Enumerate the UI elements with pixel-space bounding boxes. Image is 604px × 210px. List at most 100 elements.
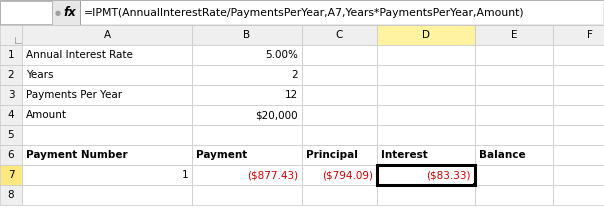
Bar [302,165,377,185]
Bar [192,25,302,45]
Bar [302,125,377,145]
Bar [192,105,302,125]
Bar [302,25,377,45]
Bar [553,165,604,185]
Bar [377,65,475,85]
Text: Payment Number: Payment Number [26,150,127,160]
Bar [475,85,553,105]
Bar [0,165,22,185]
Bar [0,105,22,125]
Text: ●: ● [55,9,61,16]
Text: 5: 5 [8,130,14,140]
Bar [0,145,22,165]
Text: 2: 2 [291,70,298,80]
Bar [377,25,475,45]
Bar [473,183,477,187]
Bar [377,85,475,105]
Bar [553,45,604,65]
Text: F: F [586,30,593,40]
Text: 6: 6 [8,150,14,160]
Bar [553,25,604,45]
Bar [553,125,604,145]
Text: fx: fx [63,6,76,19]
Text: Years: Years [26,70,54,80]
Bar [553,85,604,105]
Bar [553,145,604,165]
Bar [80,1,603,24]
Text: 7: 7 [8,170,14,180]
Text: 5.00%: 5.00% [265,50,298,60]
Bar [302,45,377,65]
Bar [377,45,475,65]
Bar [475,45,553,65]
Bar [0,45,22,65]
Bar [22,65,192,85]
Bar [377,145,475,165]
Bar [377,125,475,145]
Bar [475,65,553,85]
Bar [22,145,192,165]
Bar [0,25,22,45]
Text: B: B [243,30,251,40]
Bar [22,85,192,105]
Text: 1: 1 [8,50,14,60]
Bar [0,65,22,85]
Bar [475,165,553,185]
Bar [475,125,553,145]
Text: A: A [103,30,111,40]
Bar [377,165,475,185]
Text: 2: 2 [8,70,14,80]
Bar [22,185,192,205]
Text: ($877.43): ($877.43) [247,170,298,180]
Text: ($83.33): ($83.33) [426,170,471,180]
Bar [192,85,302,105]
Bar [302,145,377,165]
Bar [377,105,475,125]
Bar [475,185,553,205]
Text: D: D [422,30,430,40]
Bar [302,65,377,85]
Text: 8: 8 [8,190,14,200]
Bar [475,145,553,165]
Text: ($794.09): ($794.09) [322,170,373,180]
Text: 4: 4 [8,110,14,120]
Bar [553,65,604,85]
Bar [475,25,553,45]
Bar [553,185,604,205]
Bar [22,105,192,125]
Text: 1: 1 [181,170,188,180]
Text: $20,000: $20,000 [255,110,298,120]
Text: Principal: Principal [306,150,358,160]
Text: 12: 12 [284,90,298,100]
Bar [22,125,192,145]
Text: Interest: Interest [381,150,428,160]
Bar [302,185,377,205]
Bar [192,145,302,165]
Text: Annual Interest Rate: Annual Interest Rate [26,50,133,60]
Bar [22,45,192,65]
Text: Amount: Amount [26,110,67,120]
Text: =IPMT(AnnualInterestRate/PaymentsPerYear,A7,Years*PaymentsPerYear,Amount): =IPMT(AnnualInterestRate/PaymentsPerYear… [84,8,525,17]
Text: Balance: Balance [479,150,525,160]
Bar [475,105,553,125]
Bar [377,185,475,205]
Text: Payment: Payment [196,150,247,160]
Bar [0,0,604,25]
Bar [0,125,22,145]
Bar [22,25,192,45]
Bar [553,105,604,125]
Bar [192,185,302,205]
Text: E: E [511,30,517,40]
Bar [0,1,52,24]
Text: 3: 3 [8,90,14,100]
Bar [377,165,475,185]
Text: C: C [336,30,343,40]
Bar [302,105,377,125]
Bar [192,65,302,85]
Bar [302,85,377,105]
Bar [0,85,22,105]
Bar [0,185,22,205]
Bar [22,165,192,185]
Bar [192,125,302,145]
Bar [192,165,302,185]
